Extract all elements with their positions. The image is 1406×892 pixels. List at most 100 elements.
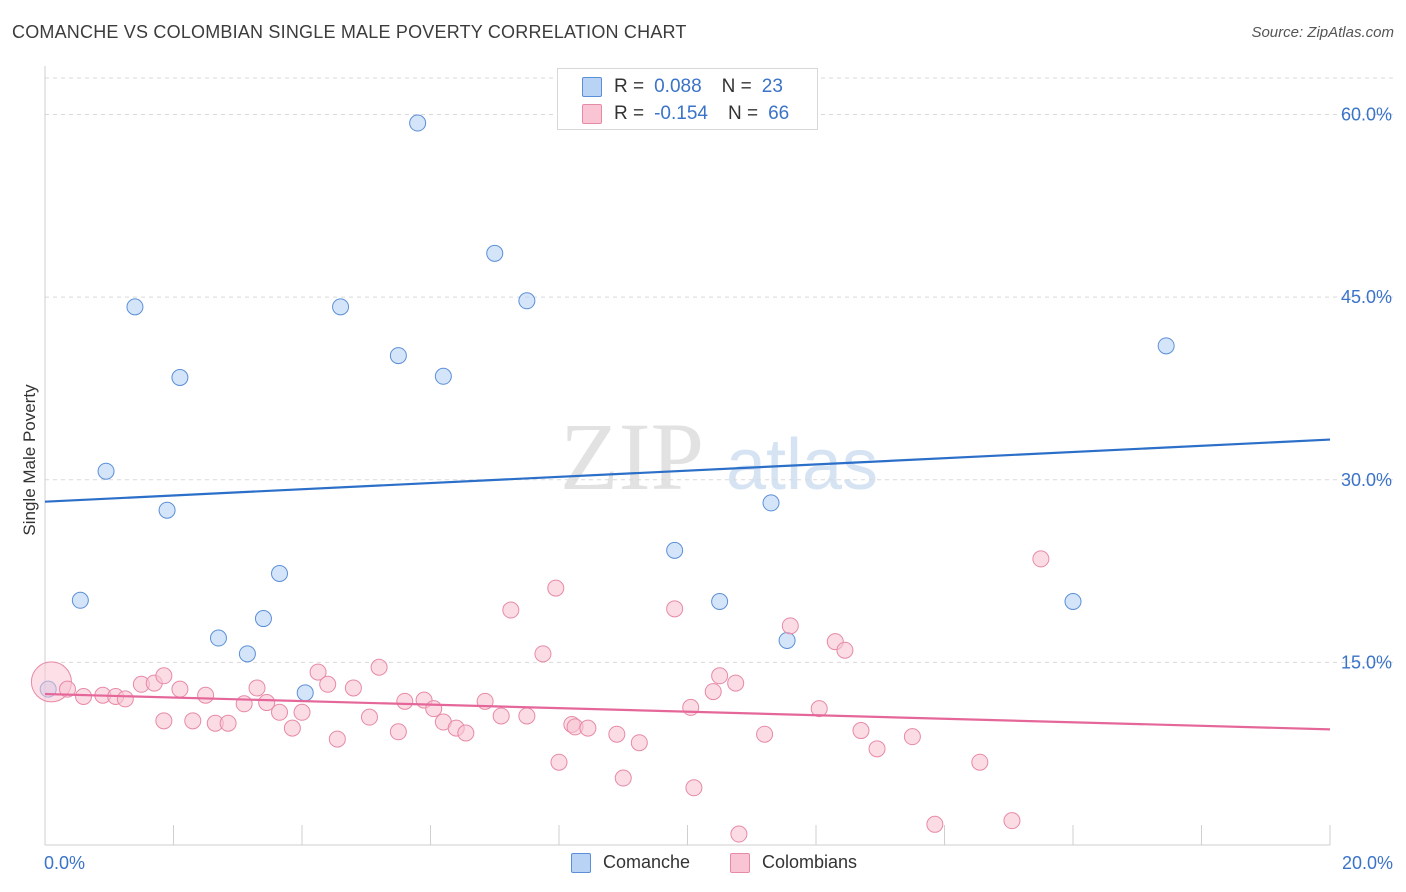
x-tick-label: 20.0%: [1342, 853, 1393, 873]
colombians-point: [836, 641, 854, 659]
comanche-point: [238, 645, 256, 663]
legend-n-label: N =: [721, 76, 752, 97]
legend-n-value: 23: [761, 76, 783, 97]
legend-n-value: 66: [768, 103, 790, 124]
source-label: Source: ZipAtlas.com: [1251, 24, 1394, 41]
colombians-point: [547, 579, 565, 597]
colombians-point: [293, 703, 311, 721]
watermark-zip: ZIP: [560, 403, 704, 510]
comanche-point: [778, 631, 796, 649]
colombians-point: [58, 680, 76, 698]
colombians-point: [155, 667, 173, 685]
colombians-point: [197, 686, 215, 704]
colombians-point: [711, 667, 729, 685]
comanche-point: [171, 368, 189, 386]
colombians-point: [730, 825, 748, 843]
colombians-points: [30, 550, 1050, 843]
y-tick-label: 60.0%: [1341, 105, 1392, 125]
colombians-point: [184, 712, 202, 730]
colombians-point: [328, 730, 346, 748]
colombians-point: [810, 700, 828, 718]
colombians-point: [457, 724, 475, 742]
colombians-point: [344, 679, 362, 697]
colombians-point: [868, 740, 886, 758]
comanche-point: [518, 292, 536, 310]
colombians-point: [425, 700, 443, 718]
colombians-point: [258, 694, 276, 712]
colombians-point: [219, 714, 237, 732]
colombians-point: [370, 658, 388, 676]
colombians-point: [926, 815, 944, 833]
colombians-swatch: [730, 852, 750, 873]
correlation-legend: R = 0.088 N = 23 R = -0.154 N = 66: [557, 68, 818, 130]
colombians-point: [630, 734, 648, 752]
comanche-point: [126, 298, 144, 316]
legend-r-value: 0.088: [654, 76, 702, 97]
y-tick-label: 15.0%: [1341, 652, 1392, 672]
colombians-point: [1032, 550, 1050, 568]
colombians-point: [75, 687, 93, 705]
comanche-swatch: [582, 77, 602, 97]
comanche-point: [254, 610, 272, 628]
colombians-point: [1003, 812, 1021, 830]
comanche-point: [434, 367, 452, 385]
series-legend-comanche[interactable]: Comanche: [571, 852, 690, 873]
comanche-trend-line: [44, 438, 1331, 503]
comanche-point: [209, 629, 227, 647]
colombians-point: [116, 690, 134, 708]
trend-lines: [44, 438, 1331, 731]
colombians-point: [492, 707, 510, 725]
comanche-swatch: [571, 852, 591, 873]
comanche-point: [1064, 593, 1082, 611]
colombians-point: [171, 680, 189, 698]
colombians-point: [319, 675, 337, 693]
series-legend-label: Comanche: [603, 852, 691, 872]
series-legend-colombians[interactable]: Colombians: [730, 852, 857, 873]
comanche-point: [711, 593, 729, 611]
colombians-point: [903, 728, 921, 746]
legend-row-comanche: R = 0.088 N = 23: [582, 75, 783, 99]
colombians-point: [852, 722, 870, 740]
colombians-swatch: [582, 104, 602, 124]
colombians-point: [971, 753, 989, 771]
comanche-point: [1157, 337, 1175, 355]
colombians-point: [704, 683, 722, 701]
colombians-point: [309, 663, 327, 681]
y-tick-label: 45.0%: [1341, 287, 1392, 307]
colombians-point: [283, 719, 301, 737]
colombians-trend-line: [44, 692, 1331, 731]
colombians-point: [614, 769, 632, 787]
colombians-point: [389, 723, 407, 741]
comanche-point: [389, 347, 407, 365]
comanche-point: [271, 565, 289, 583]
colombians-point: [727, 674, 745, 692]
comanche-point: [71, 591, 89, 609]
colombians-point: [155, 712, 173, 730]
legend-r-label: R =: [614, 76, 645, 97]
axes: [44, 66, 1331, 846]
colombians-point: [271, 703, 289, 721]
colombians-point: [396, 692, 414, 710]
comanche-point: [158, 501, 176, 519]
colombians-point: [685, 779, 703, 797]
colombians-point: [518, 707, 536, 725]
grid-lines: [45, 77, 1395, 663]
legend-row-colombians: R = -0.154 N = 66: [582, 102, 789, 126]
tick-labels: 15.0% 30.0% 45.0% 60.0% 0.0% 20.0%: [44, 105, 1393, 873]
legend-r-label: R =: [614, 103, 645, 124]
colombians-point: [502, 601, 520, 619]
y-axis-label: Single Male Poverty: [20, 384, 39, 536]
colombians-point: [248, 679, 266, 697]
series-legend-label: Colombians: [762, 852, 858, 872]
comanche-point: [332, 298, 350, 316]
colombians-point: [608, 725, 626, 743]
colombians-point: [550, 753, 568, 771]
colombians-point: [360, 708, 378, 726]
legend-n-label: N =: [727, 103, 759, 124]
colombians-point: [756, 725, 774, 743]
comanche-point: [486, 244, 504, 262]
series-legend: Comanche Colombians: [0, 852, 1406, 876]
chart-title: COMANCHE VS COLOMBIAN SINGLE MALE POVERT…: [12, 22, 687, 42]
colombians-point: [666, 600, 684, 618]
